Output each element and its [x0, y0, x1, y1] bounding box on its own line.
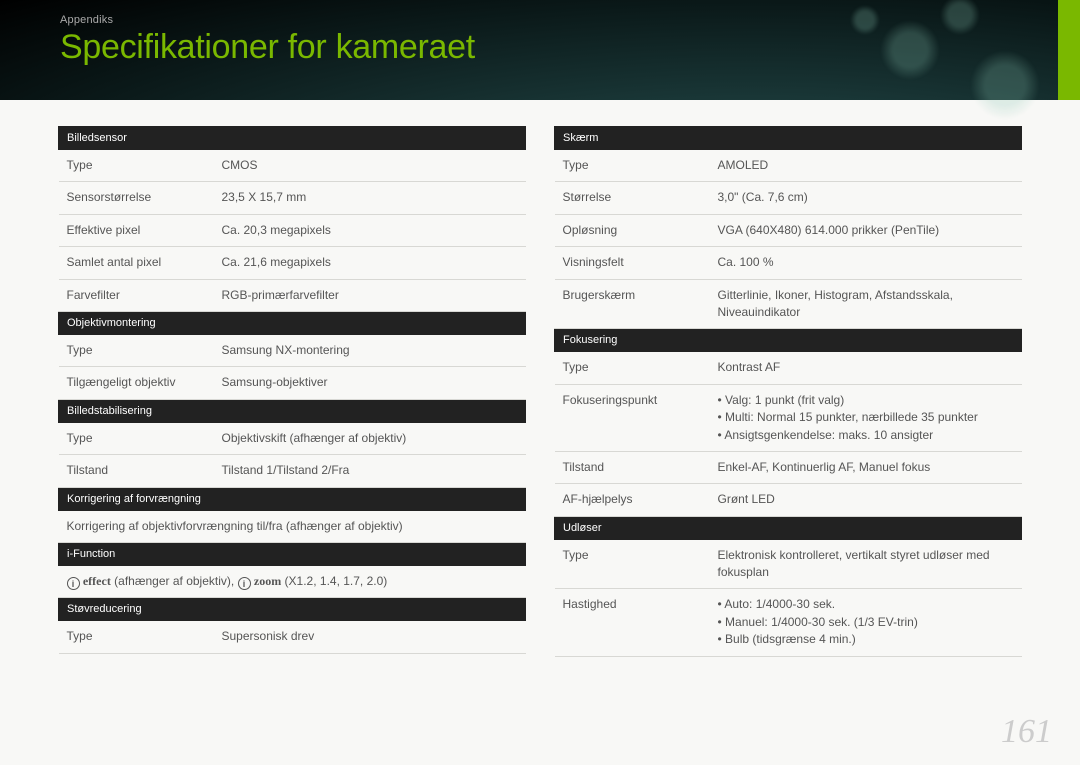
- section-heading-stovreducering: Støvreducering: [59, 598, 526, 621]
- spec-value: Samsung NX-montering: [214, 334, 526, 366]
- spec-value: i effect (afhænger af objektiv), i zoom …: [59, 565, 526, 597]
- table-row: TilstandTilstand 1/Tilstand 2/Fra: [59, 455, 526, 487]
- spec-label: Type: [555, 150, 710, 182]
- table-row: Hastighed Auto: 1/4000-30 sek. Manuel: 1…: [555, 589, 1022, 656]
- spec-value: Korrigering af objektivforvrængning til/…: [59, 510, 526, 542]
- list-item: Multi: Normal 15 punkter, nærbillede 35 …: [718, 409, 1014, 426]
- bokeh-decoration: [850, 5, 880, 35]
- section-heading-korrigering: Korrigering af forvrængning: [59, 487, 526, 510]
- spec-label: Tilstand: [59, 455, 214, 487]
- list-item: Valg: 1 punkt (frit valg): [718, 392, 1014, 409]
- spec-table-left: Billedsensor TypeCMOS Sensorstørrelse23,…: [58, 126, 526, 654]
- spec-label: AF-hjælpelys: [555, 484, 710, 516]
- table-row: TypeAMOLED: [555, 150, 1022, 182]
- i-icon: i: [67, 577, 80, 590]
- table-row: TilstandEnkel-AF, Kontinuerlig AF, Manue…: [555, 451, 1022, 483]
- spec-label: Type: [555, 539, 710, 589]
- spec-label: Tilgængeligt objektiv: [59, 367, 214, 399]
- izoom-values: (X1.2, 1.4, 1.7, 2.0): [281, 574, 387, 588]
- spec-label: Effektive pixel: [59, 214, 214, 246]
- spec-value: Ca. 21,6 megapixels: [214, 247, 526, 279]
- list-item: Bulb (tidsgrænse 4 min.): [718, 631, 1014, 648]
- spec-value: Ca. 100 %: [710, 247, 1022, 279]
- spec-value: Ca. 20,3 megapixels: [214, 214, 526, 246]
- table-row: TypeElektronisk kontrolleret, vertikalt …: [555, 539, 1022, 589]
- table-row: Effektive pixelCa. 20,3 megapixels: [59, 214, 526, 246]
- content-area: Billedsensor TypeCMOS Sensorstørrelse23,…: [0, 100, 1080, 657]
- page-number: 161: [1001, 713, 1052, 751]
- table-row: Sensorstørrelse23,5 X 15,7 mm: [59, 182, 526, 214]
- spec-label: Type: [555, 352, 710, 384]
- spec-label: Sensorstørrelse: [59, 182, 214, 214]
- spec-value: Valg: 1 punkt (frit valg) Multi: Normal …: [710, 384, 1022, 451]
- section-heading-fokusering: Fokusering: [555, 329, 1022, 352]
- table-row: VisningsfeltCa. 100 %: [555, 247, 1022, 279]
- table-row: Tilgængeligt objektivSamsung-objektiver: [59, 367, 526, 399]
- table-row: TypeSamsung NX-montering: [59, 334, 526, 366]
- spec-value: Enkel-AF, Kontinuerlig AF, Manuel fokus: [710, 451, 1022, 483]
- right-column: Skærm TypeAMOLED Størrelse3,0" (Ca. 7,6 …: [554, 126, 1022, 657]
- spec-label: Type: [59, 334, 214, 366]
- spec-value: Tilstand 1/Tilstand 2/Fra: [214, 455, 526, 487]
- spec-label: Farvefilter: [59, 279, 214, 311]
- spec-label: Størrelse: [555, 182, 710, 214]
- table-row: TypeSupersonisk drev: [59, 621, 526, 653]
- table-row: BrugerskærmGitterlinie, Ikoner, Histogra…: [555, 279, 1022, 329]
- spec-label: Brugerskærm: [555, 279, 710, 329]
- page-header: Appendiks Specifikationer for kameraet: [0, 0, 1080, 100]
- spec-value: 3,0" (Ca. 7,6 cm): [710, 182, 1022, 214]
- spec-label: Type: [59, 150, 214, 182]
- table-row: Størrelse3,0" (Ca. 7,6 cm): [555, 182, 1022, 214]
- spec-value: Samsung-objektiver: [214, 367, 526, 399]
- spec-label: Hastighed: [555, 589, 710, 656]
- list-item: Manuel: 1/4000-30 sek. (1/3 EV-trin): [718, 614, 1014, 631]
- table-row: OpløsningVGA (640X480) 614.000 prikker (…: [555, 214, 1022, 246]
- left-column: Billedsensor TypeCMOS Sensorstørrelse23,…: [58, 126, 526, 657]
- spec-value: Auto: 1/4000-30 sek. Manuel: 1/4000-30 s…: [710, 589, 1022, 656]
- table-row: Samlet antal pixelCa. 21,6 megapixels: [59, 247, 526, 279]
- spec-value: Kontrast AF: [710, 352, 1022, 384]
- table-row: FarvefilterRGB-primærfarvefilter: [59, 279, 526, 311]
- section-heading-skaerm: Skærm: [555, 127, 1022, 150]
- izoom-label: zoom: [254, 574, 281, 588]
- spec-table-right: Skærm TypeAMOLED Størrelse3,0" (Ca. 7,6 …: [554, 126, 1022, 657]
- section-heading-objektivmontering: Objektivmontering: [59, 311, 526, 334]
- bokeh-decoration: [880, 20, 940, 80]
- spec-value: VGA (640X480) 614.000 prikker (PenTile): [710, 214, 1022, 246]
- spec-value: Gitterlinie, Ikoner, Histogram, Afstands…: [710, 279, 1022, 329]
- spec-label: Type: [59, 621, 214, 653]
- spec-label: Type: [59, 422, 214, 454]
- list-item: Auto: 1/4000-30 sek.: [718, 596, 1014, 613]
- page-title: Specifikationer for kameraet: [60, 28, 1020, 67]
- table-row: i effect (afhænger af objektiv), i zoom …: [59, 565, 526, 597]
- table-row: TypeObjektivskift (afhænger af objektiv): [59, 422, 526, 454]
- ieffect-mid: (afhænger af objektiv),: [111, 574, 238, 588]
- spec-label: Opløsning: [555, 214, 710, 246]
- spec-label: Samlet antal pixel: [59, 247, 214, 279]
- section-heading-ifunction: i-Function: [59, 542, 526, 565]
- bokeh-decoration: [970, 50, 1040, 120]
- section-heading-billedstabilisering: Billedstabilisering: [59, 399, 526, 422]
- list-item: Ansigtsgenkendelse: maks. 10 ansigter: [718, 427, 1014, 444]
- spec-value: Elektronisk kontrolleret, vertikalt styr…: [710, 539, 1022, 589]
- spec-value: Supersonisk drev: [214, 621, 526, 653]
- table-row: Korrigering af objektivforvrængning til/…: [59, 510, 526, 542]
- i-icon: i: [238, 577, 251, 590]
- table-row: TypeCMOS: [59, 150, 526, 182]
- section-heading-udloser: Udløser: [555, 516, 1022, 539]
- ieffect-label: effect: [83, 574, 111, 588]
- table-row: Fokuseringspunkt Valg: 1 punkt (frit val…: [555, 384, 1022, 451]
- spec-value: Objektivskift (afhænger af objektiv): [214, 422, 526, 454]
- spec-label: Fokuseringspunkt: [555, 384, 710, 451]
- spec-value: AMOLED: [710, 150, 1022, 182]
- spec-value: RGB-primærfarvefilter: [214, 279, 526, 311]
- spec-label: Visningsfelt: [555, 247, 710, 279]
- spec-value: 23,5 X 15,7 mm: [214, 182, 526, 214]
- spec-value: CMOS: [214, 150, 526, 182]
- section-heading-billedsensor: Billedsensor: [59, 127, 526, 150]
- table-row: AF-hjælpelysGrønt LED: [555, 484, 1022, 516]
- table-row: TypeKontrast AF: [555, 352, 1022, 384]
- spec-label: Tilstand: [555, 451, 710, 483]
- spec-value: Grønt LED: [710, 484, 1022, 516]
